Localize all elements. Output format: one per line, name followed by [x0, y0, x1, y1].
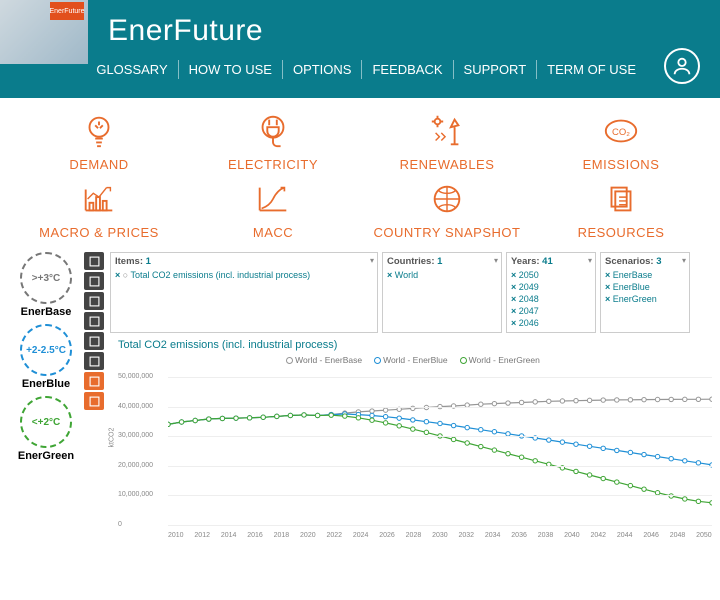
- nav-how-to-use[interactable]: HOW TO USE: [179, 60, 283, 79]
- tool-column: [84, 252, 106, 539]
- tool-list-icon[interactable]: [84, 252, 104, 270]
- category-macc[interactable]: MACC: [186, 176, 360, 244]
- filter-years[interactable]: ▾Years: 4120502049204820472046: [506, 252, 596, 333]
- tool-grid-icon[interactable]: [84, 332, 104, 350]
- nav-support[interactable]: SUPPORT: [454, 60, 538, 79]
- tool-table-icon[interactable]: [84, 372, 104, 390]
- logo: EnerFuture: [0, 0, 88, 64]
- main-area: ▾Items: 1× ○ Total CO2 emissions (incl. …: [110, 252, 716, 539]
- header: EnerFuture EnerFuture GLOSSARYHOW TO USE…: [0, 0, 720, 98]
- category-emissions[interactable]: CO₂EMISSIONS: [534, 108, 708, 176]
- category-electricity[interactable]: ELECTRICITY: [186, 108, 360, 176]
- category-country-snapshot[interactable]: COUNTRY SNAPSHOT: [360, 176, 534, 244]
- legend-world-enerbase[interactable]: World - EnerBase: [286, 355, 362, 365]
- nav-feedback[interactable]: FEEDBACK: [362, 60, 453, 79]
- filter-bar: ▾Items: 1× ○ Total CO2 emissions (incl. …: [110, 252, 716, 333]
- svg-text:CO₂: CO₂: [612, 127, 630, 138]
- filter-items[interactable]: ▾Items: 1× ○ Total CO2 emissions (incl. …: [110, 252, 378, 333]
- nav-term-of-use[interactable]: TERM OF USE: [537, 60, 646, 79]
- category-demand[interactable]: DEMAND: [12, 108, 186, 176]
- tool-info-icon[interactable]: [84, 352, 104, 370]
- scenario-enerblue[interactable]: +2-2.5°CEnerBlue: [8, 324, 84, 390]
- workspace: >+3°CEnerBase+2-2.5°CEnerBlue<+2°CEnerGr…: [0, 252, 720, 539]
- nav-options[interactable]: OPTIONS: [283, 60, 363, 79]
- legend-world-enerblue[interactable]: World - EnerBlue: [374, 355, 448, 365]
- chart: Total CO2 emissions (incl. industrial pr…: [110, 339, 716, 539]
- tool-gear-icon[interactable]: [84, 312, 104, 330]
- category-macro-prices[interactable]: MACRO & PRICES: [12, 176, 186, 244]
- logo-badge: EnerFuture: [50, 2, 84, 20]
- legend-world-energreen[interactable]: World - EnerGreen: [460, 355, 540, 365]
- category-grid: DEMANDELECTRICITYRENEWABLESCO₂EMISSIONS …: [0, 98, 720, 252]
- category-resources[interactable]: RESOURCES: [534, 176, 708, 244]
- category-renewables[interactable]: RENEWABLES: [360, 108, 534, 176]
- filter-countries[interactable]: ▾Countries: 1World: [382, 252, 502, 333]
- scenario-column: >+3°CEnerBase+2-2.5°CEnerBlue<+2°CEnerGr…: [8, 252, 84, 539]
- chart-plot: ktCO2 2010201220142016201820202022202420…: [118, 369, 716, 539]
- nav-glossary[interactable]: GLOSSARY: [86, 60, 178, 79]
- filter-scenarios[interactable]: ▾Scenarios: 3EnerBaseEnerBlueEnerGreen: [600, 252, 690, 333]
- brand-title: EnerFuture: [108, 14, 263, 48]
- scenario-energreen[interactable]: <+2°CEnerGreen: [8, 396, 84, 462]
- chart-legend: World - EnerBase World - EnerBlue World - …: [110, 355, 716, 365]
- top-nav: GLOSSARYHOW TO USEOPTIONSFEEDBACKSUPPORT…: [86, 60, 646, 79]
- chart-title: Total CO2 emissions (incl. industrial pr…: [118, 339, 716, 351]
- tool-bars-icon[interactable]: [84, 392, 104, 410]
- user-icon[interactable]: [664, 48, 700, 84]
- chart-xaxis: 2010201220142016201820202022202420262028…: [168, 532, 712, 539]
- chart-ylabel: ktCO2: [109, 428, 116, 448]
- scenario-enerbase[interactable]: >+3°CEnerBase: [8, 252, 84, 318]
- tool-folder-icon[interactable]: [84, 272, 104, 290]
- tool-download-icon[interactable]: [84, 292, 104, 310]
